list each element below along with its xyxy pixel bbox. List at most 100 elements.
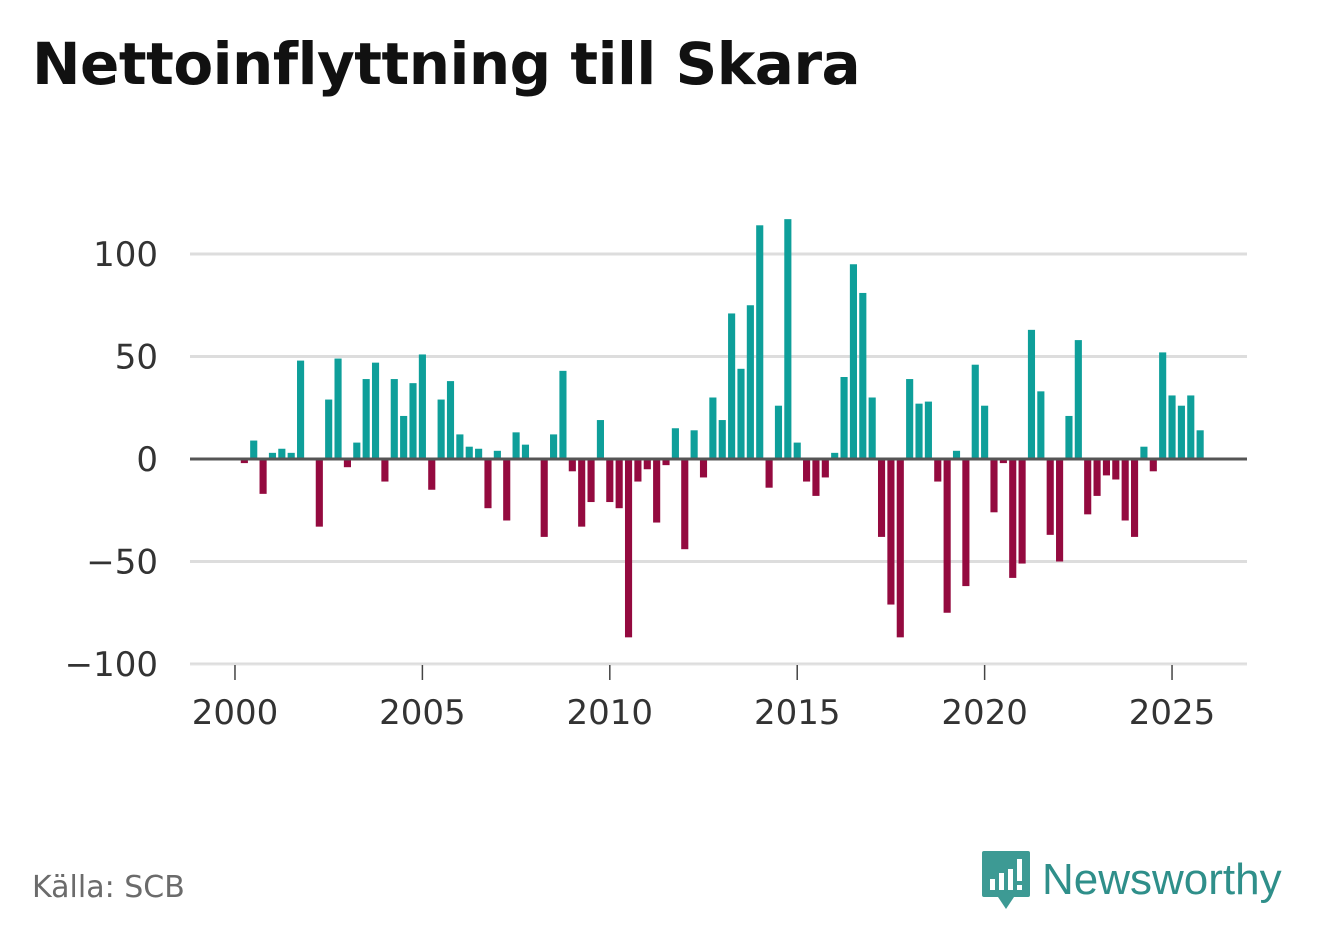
bar [849,264,857,459]
bar [475,448,483,459]
bar [456,434,464,459]
bar [756,225,764,459]
bar [371,362,380,459]
bar [859,292,867,459]
bar [446,381,455,459]
bar [681,459,689,550]
bar [990,459,998,513]
bar [971,364,979,459]
bar [737,368,745,459]
bar [821,459,829,478]
bar [1046,459,1054,535]
x-tick-label: 2010 [567,693,654,733]
bar [240,459,248,464]
bar [999,459,1007,464]
bar [952,450,961,459]
bars [240,219,1204,638]
bar [540,459,548,537]
y-tick-label: −100 [65,645,158,685]
bar [381,459,389,482]
bar [1159,352,1167,459]
bar [1196,430,1204,459]
x-axis: 2000 2005 2010 2015 2020 2025 [190,664,1247,733]
bar [1065,415,1073,459]
bar [278,448,286,459]
bar [568,459,576,472]
bar [924,401,932,459]
bar [315,459,323,527]
y-tick-label: 0 [136,440,158,480]
bar [1037,391,1045,459]
bar [578,459,586,527]
bar [653,459,661,523]
bar [868,397,876,459]
bar [784,219,792,459]
bar [606,459,614,503]
newsworthy-logo-icon [982,851,1030,909]
x-tick-label: 2020 [941,693,1028,733]
bar [671,428,679,459]
bar [559,370,567,459]
y-tick-label: 50 [115,338,158,378]
x-tick-label: 2015 [754,693,841,733]
bar [325,399,333,459]
bar [1168,395,1176,459]
source-note: Källa: SCB [32,870,185,905]
bar [690,430,698,459]
bar [793,442,801,459]
bar [803,459,811,482]
bar [615,459,623,509]
bar [887,459,895,605]
bar [334,358,342,459]
bar [353,442,361,459]
bar [662,459,670,466]
bar [493,450,501,459]
bar [1130,459,1139,537]
x-tick-label: 2005 [379,693,466,733]
bar [906,379,914,459]
bar [587,459,595,503]
bar [596,420,604,459]
bar [484,459,492,509]
bar [634,459,642,482]
x-tick-label: 2000 [192,693,279,733]
bar [1121,459,1129,521]
y-tick-label: −50 [86,543,158,583]
bar [1074,340,1082,459]
bar [831,452,839,459]
bar [643,459,651,470]
brand-name: Newsworthy [1042,855,1282,904]
bar [1027,329,1036,459]
x-tick-label: 2025 [1129,693,1216,733]
bar [624,459,633,638]
bar [409,383,417,459]
bar [699,459,708,478]
bar [512,432,520,459]
bar [981,405,989,459]
bar [437,399,445,459]
bar [1149,459,1157,472]
bar [268,452,277,459]
bar [1009,459,1017,578]
bar [1084,459,1092,515]
bar [774,405,783,459]
bar [259,459,267,494]
bar [1140,446,1148,459]
bar [1102,459,1111,476]
bar [362,379,370,459]
grid-lines [190,252,1247,666]
bar [943,459,951,613]
bar [962,459,970,587]
bar [297,360,305,459]
y-axis: 100 50 0 −50 −100 [65,235,158,685]
bar [840,377,848,459]
bar [1112,459,1120,480]
bar [812,459,820,496]
bar [915,403,923,459]
bar [877,459,886,537]
bar [418,354,426,459]
bar [728,313,736,459]
chart-title: Nettoinflyttning till Skara [32,30,861,98]
bar [503,459,511,521]
